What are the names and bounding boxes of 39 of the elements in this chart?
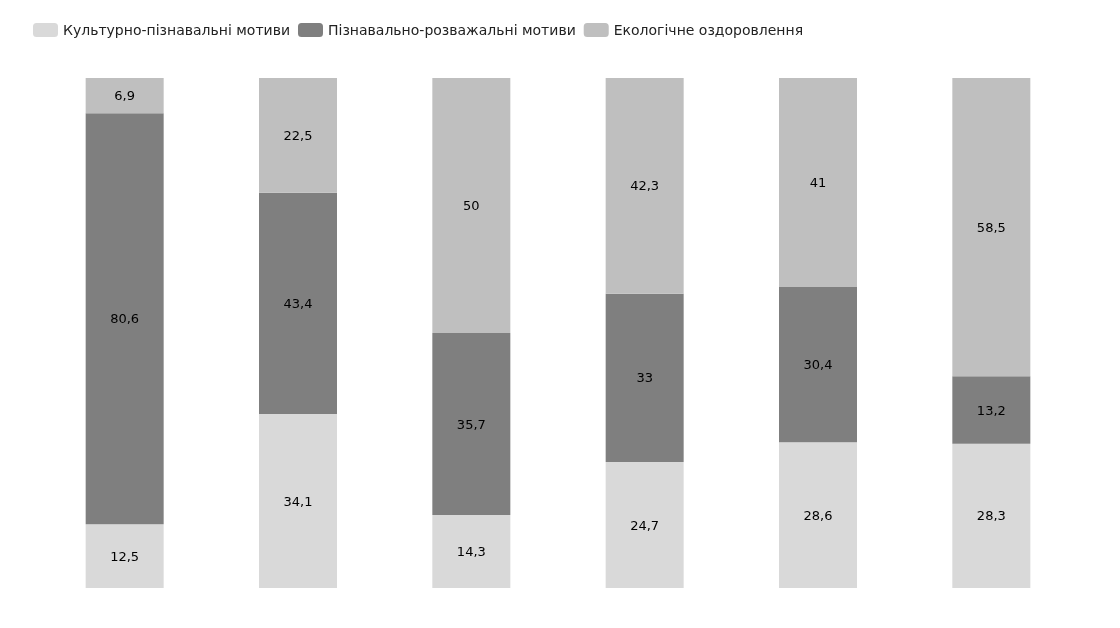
bar [432, 333, 511, 516]
bar [432, 515, 511, 588]
bar [605, 78, 684, 294]
bar [605, 462, 684, 588]
bar [259, 414, 337, 588]
bar [605, 293, 684, 463]
bar [779, 442, 857, 588]
data-label: 28,6 [803, 507, 833, 523]
data-label: 35,7 [456, 416, 486, 432]
bar [85, 524, 164, 588]
data-label: 41 [809, 175, 827, 191]
data-label: 28,3 [976, 508, 1006, 524]
legend-label: Пізнавально-розважальні мотиви [327, 22, 576, 38]
data-label: 30,4 [803, 357, 833, 373]
bar [259, 192, 337, 415]
bar [85, 113, 164, 525]
data-label: 42,3 [630, 178, 660, 194]
bar [952, 443, 1031, 588]
data-label: 34,1 [283, 493, 313, 509]
data-label: 22,5 [283, 127, 313, 143]
bar [779, 78, 857, 288]
bar [259, 78, 337, 193]
data-label: 50 [463, 198, 480, 213]
data-label: 43,4 [283, 295, 313, 311]
legend-label: Екологічне оздоровлення [613, 22, 804, 38]
data-label: 14,3 [456, 544, 486, 560]
data-label: 80,6 [110, 311, 140, 327]
data-label: 12,5 [110, 548, 140, 564]
data-label: 13,2 [976, 402, 1006, 418]
bar [952, 376, 1031, 444]
bar [432, 78, 511, 333]
legend-label: Культурно-пізнавальні мотиви [63, 22, 290, 38]
bar [779, 287, 857, 443]
data-label: 24,7 [630, 517, 660, 533]
data-label: 33 [636, 370, 653, 386]
data-label: 58,5 [976, 219, 1006, 235]
bar [952, 78, 1031, 377]
bar [85, 78, 164, 114]
data-label: 6,9 [114, 88, 136, 104]
